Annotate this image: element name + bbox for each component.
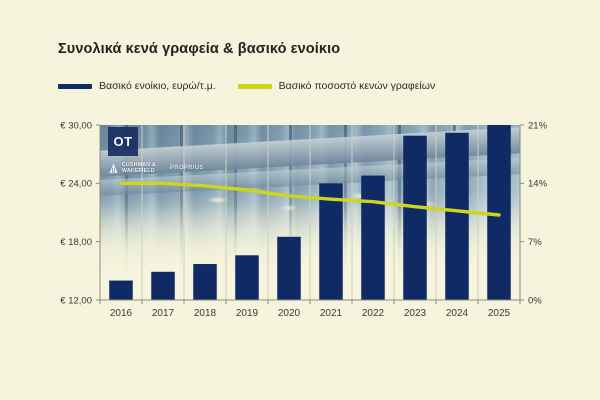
- watermark-logos: OT CUSHMAN & WAKEFIELD PROPRIUS: [108, 127, 204, 174]
- right-axis-tick-label: 14%: [528, 179, 548, 190]
- chart-legend: Βασικό ενοίκιο, ευρώ/τ.μ. Βασικό ποσοστό…: [58, 80, 435, 92]
- bar-2025[interactable]: [487, 125, 511, 300]
- bar-2021[interactable]: [319, 183, 343, 300]
- partner-logos: CUSHMAN & WAKEFIELD PROPRIUS: [108, 162, 204, 174]
- right-axis-tick-label: 0%: [528, 295, 542, 306]
- x-axis-label-2021: 2021: [320, 308, 343, 319]
- bar-2020[interactable]: [277, 236, 301, 300]
- vacancy-line[interactable]: [119, 181, 501, 217]
- bar-2016[interactable]: [109, 280, 133, 300]
- cushman-wakefield-logo: CUSHMAN & WAKEFIELD: [108, 162, 156, 174]
- left-axis-tick-label: € 18,00: [60, 237, 92, 248]
- bar-2024[interactable]: [445, 132, 469, 300]
- x-axis-label-2025: 2025: [488, 308, 511, 319]
- bar-2022[interactable]: [361, 175, 385, 300]
- left-axis-tick-label: € 24,00: [60, 179, 92, 190]
- bar-2018[interactable]: [193, 264, 217, 300]
- right-axis-tick-label: 7%: [528, 237, 542, 248]
- legend-label-vacancy: Βασικό ποσοστό κενών γραφείων: [278, 80, 436, 92]
- bar-2019[interactable]: [235, 255, 259, 300]
- line-series: [119, 181, 501, 217]
- chart-graphics: € 12,00 € 18,00 € 24,00 € 30,00 0% 7% 14% 21% 20…: [60, 120, 547, 319]
- bar-series: [109, 125, 511, 300]
- ot-logo: OT: [108, 127, 138, 156]
- plot-area: OT CUSHMAN & WAKEFIELD PROPRIUS: [60, 120, 547, 319]
- bar-2017[interactable]: [151, 271, 175, 300]
- building-icon: [109, 163, 118, 173]
- cushman-line-2: WAKEFIELD: [122, 168, 155, 175]
- legend-swatch-rent: [58, 83, 92, 89]
- legend-swatch-vacancy: [237, 83, 272, 89]
- x-axis-label-2022: 2022: [362, 308, 385, 319]
- x-axis-label-2023: 2023: [404, 308, 427, 319]
- left-axis-tick-label: € 12,00: [60, 295, 92, 306]
- axis-labels: € 12,00 € 18,00 € 24,00 € 30,00 0% 7% 14% 21% 20…: [60, 120, 547, 319]
- x-axis-label-2019: 2019: [236, 308, 259, 319]
- legend-label-rent: Βασικό ενοίκιο, ευρώ/τ.μ.: [99, 80, 216, 92]
- chart-title: Συνολικά κενά γραφεία & βασικό ενοίκιο: [58, 41, 341, 57]
- x-axis-label-2018: 2018: [194, 308, 217, 319]
- cushman-line-1: CUSHMAN &: [122, 162, 156, 168]
- left-axis-tick-label: € 30,00: [60, 120, 92, 131]
- right-axis-tick-label: 21%: [528, 120, 548, 131]
- axes: [96, 124, 524, 304]
- proprius-logo: PROPRIUS: [169, 165, 204, 172]
- x-axis-label-2024: 2024: [446, 308, 469, 319]
- legend-item-rent[interactable]: Βασικό ενοίκιο, ευρώ/τ.μ.: [58, 80, 216, 92]
- x-axis-label-2017: 2017: [152, 308, 175, 319]
- cushman-wakefield-text: CUSHMAN & WAKEFIELD: [122, 162, 156, 174]
- bar-2023[interactable]: [403, 135, 427, 300]
- x-axis-label-2020: 2020: [278, 308, 301, 319]
- x-axis-label-2016: 2016: [110, 308, 133, 319]
- legend-item-vacancy[interactable]: Βασικό ποσοστό κενών γραφείων: [237, 80, 436, 92]
